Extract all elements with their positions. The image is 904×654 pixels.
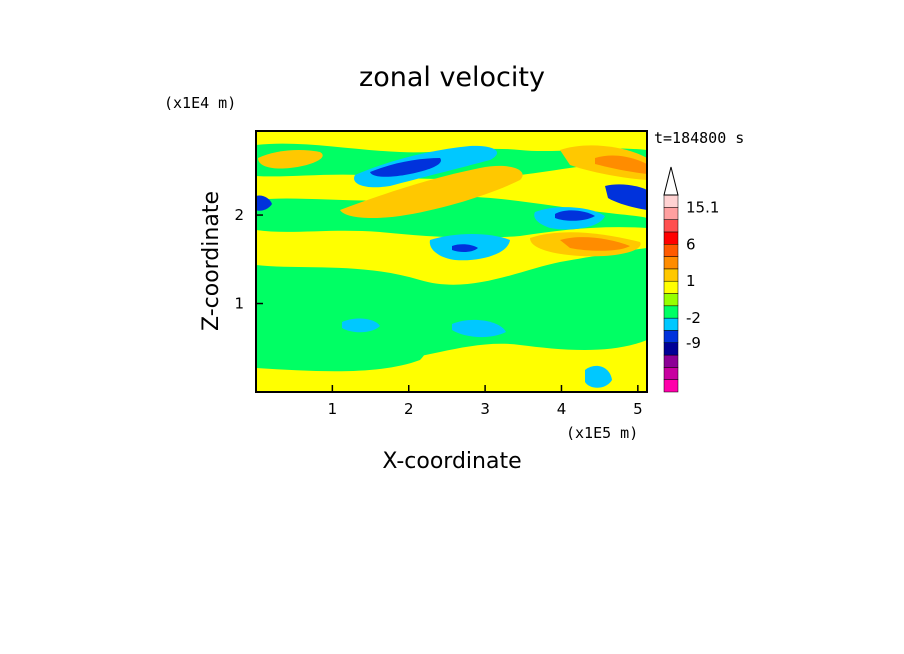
colorbar-swatch bbox=[663, 317, 679, 331]
colorbar-swatch bbox=[663, 330, 679, 343]
colorbar-swatch bbox=[663, 280, 679, 294]
colorbar-swatch bbox=[663, 342, 679, 356]
colorbar-label: 1 bbox=[686, 272, 696, 290]
x-tick-label: 2 bbox=[404, 400, 414, 418]
neg-core-top bbox=[370, 158, 441, 177]
colorbar-label: 6 bbox=[686, 235, 696, 253]
warm-region-center bbox=[340, 165, 523, 218]
neg-core-mid bbox=[452, 244, 478, 253]
x-tick-label: 1 bbox=[328, 400, 338, 418]
x-tick-label: 3 bbox=[480, 400, 490, 418]
x-scale-label: (x1E5 m) bbox=[566, 424, 638, 442]
green-band-bottom-left bbox=[256, 300, 428, 372]
x-ticks: 1 2 3 4 5 bbox=[328, 385, 643, 418]
chart-title: zonal velocity bbox=[359, 62, 545, 93]
colorbar-swatch bbox=[663, 367, 679, 380]
plot-frame bbox=[255, 130, 648, 393]
colorbar-label: -9 bbox=[686, 334, 701, 352]
colorbar-max-arrow bbox=[663, 166, 679, 196]
x-axis-label: X-coordinate bbox=[382, 449, 521, 474]
colorbar-swatch bbox=[663, 207, 679, 220]
colorbar-swatch bbox=[663, 219, 679, 233]
x-tick-label: 5 bbox=[633, 400, 643, 418]
hot-core-right-upper bbox=[595, 155, 647, 174]
warm-region-upper-left bbox=[258, 150, 323, 169]
neg-region-lower-left bbox=[342, 318, 380, 333]
colorbar-swatch bbox=[663, 305, 679, 319]
colorbar-swatch bbox=[663, 293, 679, 307]
neg-region-lower-mid bbox=[452, 319, 506, 338]
colorbar-label: 15.1 bbox=[686, 198, 719, 216]
neg-region-left-edge bbox=[256, 195, 272, 211]
y-tick-label: 2 bbox=[234, 206, 244, 224]
colorbar-swatch bbox=[663, 231, 679, 245]
colorbar-swatch bbox=[663, 194, 679, 208]
x-tick-label: 4 bbox=[557, 400, 567, 418]
y-ticks: 12 bbox=[234, 206, 263, 313]
colorbar-label: -2 bbox=[686, 309, 701, 327]
y-axis-label: Z-coordinate bbox=[199, 191, 224, 331]
colorbar-swatch bbox=[663, 354, 679, 368]
colorbar-labels: 15.1 6 1 -2 -9 bbox=[686, 198, 719, 351]
neg-region-bottom-right bbox=[585, 365, 612, 388]
colorbar-swatch bbox=[663, 256, 679, 270]
neg-core-right bbox=[555, 210, 595, 221]
neg-region-far-right bbox=[605, 184, 647, 210]
y-scale-label: (x1E4 m) bbox=[164, 94, 236, 112]
colorbar bbox=[663, 166, 679, 393]
colorbar-swatch bbox=[663, 244, 679, 257]
colorbar-swatch bbox=[663, 268, 679, 282]
hot-core-right-lower bbox=[560, 237, 630, 251]
colorbar-swatch bbox=[663, 379, 679, 393]
y-tick-label: 1 bbox=[234, 295, 244, 313]
time-label: t=184800 s bbox=[654, 129, 744, 147]
